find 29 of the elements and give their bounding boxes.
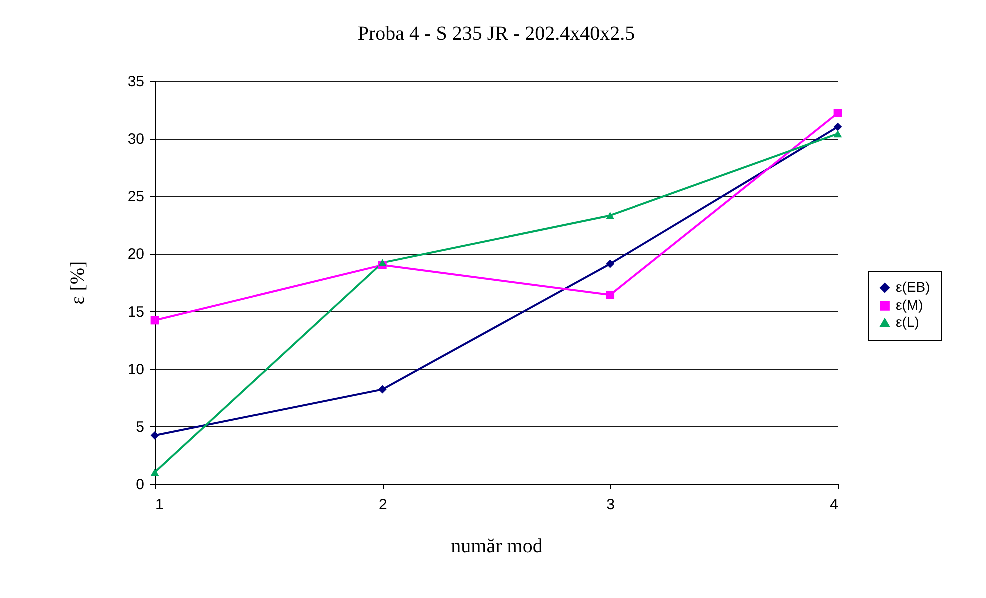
y-tick-label: 15 xyxy=(128,304,144,321)
point xyxy=(150,468,160,476)
y-tick-label: 20 xyxy=(128,246,144,264)
legend-label: ε(EB) xyxy=(896,279,930,295)
x-tick-label: 4 xyxy=(830,496,838,514)
x-tick-label: 1 xyxy=(156,496,164,514)
point xyxy=(606,212,615,220)
point xyxy=(606,260,615,268)
y-tick-label: 0 xyxy=(136,476,144,494)
point xyxy=(150,431,160,440)
y-tick-label: 30 xyxy=(128,131,144,148)
point xyxy=(378,259,387,267)
legend-label: ε(M) xyxy=(896,297,924,313)
point xyxy=(834,109,842,118)
point xyxy=(150,316,160,325)
x-axis-title: număr mod xyxy=(451,536,543,558)
point xyxy=(378,385,387,394)
x-tick-label: 2 xyxy=(378,496,388,514)
point xyxy=(606,290,615,300)
legend-label: ε(L) xyxy=(896,314,920,330)
point xyxy=(834,122,842,132)
point xyxy=(834,130,842,138)
y-tick-label: 10 xyxy=(128,361,144,378)
y-tick-label: 5 xyxy=(136,418,144,436)
y-tick-label: 35 xyxy=(128,74,144,90)
chart-title: Proba 4 - S 235 JR - 202.4x40x2.5 xyxy=(358,23,636,45)
x-tick-label: 3 xyxy=(606,496,616,514)
y-axis-title: ε [%] xyxy=(66,261,89,305)
y-tick-label: 25 xyxy=(128,188,144,206)
